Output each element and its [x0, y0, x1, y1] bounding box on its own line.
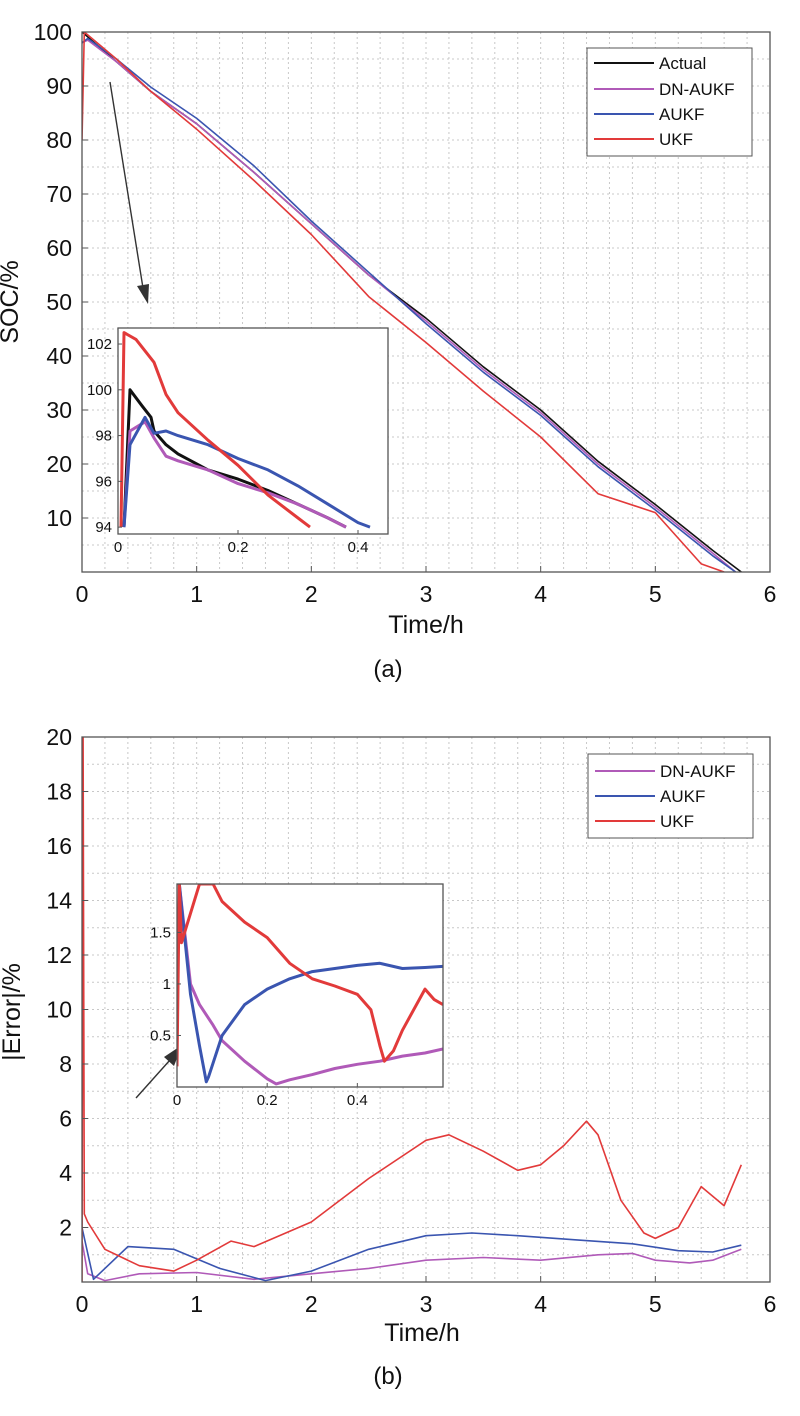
- legend-label-actual: Actual: [659, 54, 706, 73]
- panel-b-xtick-label: 3: [420, 1291, 433, 1317]
- panel-b-xtick-label: 0: [76, 1291, 89, 1317]
- panel-a-ytick-label: 50: [46, 289, 72, 315]
- panel-b-ytick-label: 14: [46, 888, 72, 914]
- panel-a-inset-ytick-label: 96: [95, 473, 112, 490]
- panel-a-inset: 0 0.2 0.4 94 96 98 100 102: [87, 327, 389, 556]
- caption-a: (a): [373, 656, 402, 683]
- panel-b-inset-series-dn-aukf: [177, 884, 443, 1086]
- panel-b-ytick-label: 18: [46, 779, 72, 805]
- panel-b-xtick-label: 5: [649, 1291, 662, 1317]
- legend-label-aukf: AUKF: [659, 105, 704, 124]
- legend-item-aukf: AUKF: [594, 105, 704, 124]
- panel-a-inset-series-aukf: [122, 415, 371, 529]
- panel-a-xtick-label: 2: [305, 581, 318, 607]
- legend-item-actual: Actual: [594, 54, 706, 73]
- panel-a-xtick-label: 4: [534, 581, 547, 607]
- panel-a-xtick-label: 5: [649, 581, 662, 607]
- panel-b-xlabel: Time/h: [384, 1319, 459, 1347]
- panel-b-legend: DN-AUKF AUKF UKF: [587, 753, 754, 839]
- panel-a-inset-ticks: 0 0.2 0.4 94 96 98 100 102: [87, 336, 368, 556]
- panel-a-ylabel: SOC/%: [0, 260, 24, 343]
- legend-item-dn-aukf: DN-AUKF: [594, 80, 735, 99]
- legend-label-dn-aukf: DN-AUKF: [660, 762, 736, 781]
- panel-b-series-aukf: [82, 1227, 742, 1282]
- panel-b-inset-series-aukf: [177, 884, 443, 1084]
- panel-a-ytick-label: 100: [34, 19, 72, 45]
- panel-a-series: [82, 32, 742, 572]
- panel-a-inset-xtick-label: 0.4: [348, 539, 369, 556]
- panel-a-legend: Actual DN-AUKF AUKF UKF: [586, 47, 753, 157]
- panel-a-ytick-label: 80: [46, 127, 72, 153]
- panel-b-inset-xtick-label: 0.4: [347, 1092, 368, 1109]
- panel-a-inset-series: [119, 331, 371, 529]
- panel-b-inset-frame: [176, 883, 444, 1088]
- panel-a-ytick-label: 30: [46, 397, 72, 423]
- panel-a-inset-xtick-label: 0.2: [228, 539, 249, 556]
- panel-b-inset-ytick-label: 1.5: [150, 924, 171, 941]
- panel-b-series: [82, 737, 743, 1282]
- legend-label-aukf: AUKF: [660, 787, 705, 806]
- panel-b-ytick-label: 8: [59, 1051, 72, 1077]
- panel-b-ytick-label: 4: [59, 1160, 72, 1186]
- panel-a-xtick-label: 6: [764, 581, 777, 607]
- panel-b-xtick-label: 4: [534, 1291, 547, 1317]
- panel-a-ytick-label: 20: [46, 451, 72, 477]
- panel-b-inset-xtick-label: 0.2: [257, 1092, 278, 1109]
- panel-b-series-dn-aukf: [82, 1240, 742, 1282]
- panel-b-inset-xtick-label: 0: [173, 1092, 181, 1109]
- panel-b-ytick-label: 12: [46, 942, 72, 968]
- panel-b-xtick-label: 2: [305, 1291, 318, 1317]
- caption-b: (b): [373, 1363, 402, 1390]
- panel-a-series-aukf: [82, 37, 737, 572]
- panel-a-zoom-arrow: [109, 81, 149, 304]
- panel-a-xtick-label: 1: [190, 581, 203, 607]
- panel-b-inset-ytick-label: 0.5: [150, 1027, 171, 1044]
- panel-b-ytick-label: 16: [46, 833, 72, 859]
- panel-b-inset-series: [177, 884, 443, 1086]
- panel-a-ytick-label: 70: [46, 181, 72, 207]
- panel-a-series-dn-aukf: [82, 39, 737, 572]
- legend-item-ukf: UKF: [594, 130, 693, 149]
- panel-a-inset-ytick-label: 98: [95, 428, 112, 445]
- panel-a-ytick-label: 90: [46, 73, 72, 99]
- legend-label-ukf: UKF: [660, 812, 694, 831]
- legend-label-ukf: UKF: [659, 130, 693, 149]
- panel-b-ytick-label: 10: [46, 997, 72, 1023]
- panel-b-ytick-label: 6: [59, 1106, 72, 1132]
- panel-a-inset-frame: [117, 327, 389, 535]
- panel-a-ytick-label: 60: [46, 235, 72, 261]
- panel-a-ytick-label: 10: [46, 505, 72, 531]
- legend-label-dn-aukf: DN-AUKF: [659, 80, 735, 99]
- panel-a-inset-ytick-label: 102: [87, 336, 112, 353]
- panel-a-ytick-label: 40: [46, 343, 72, 369]
- legend-item-dn-aukf: DN-AUKF: [595, 762, 736, 781]
- panel-a-inset-ytick-label: 94: [95, 519, 112, 536]
- panel-a-inset-series-ukf: [119, 331, 311, 529]
- panel-b-inset: 0 0.2 0.4 0.5 1 1.5: [150, 883, 444, 1109]
- panel-b-inset-ticks: 0 0.2 0.4 0.5 1 1.5: [150, 924, 368, 1109]
- legend-item-ukf: UKF: [595, 812, 694, 831]
- panel-b-xtick-label: 6: [764, 1291, 777, 1317]
- panel-b-ytick-label: 20: [46, 724, 72, 750]
- panel-b-ytick-label: 2: [59, 1215, 72, 1241]
- panel-a-xtick-label: 0: [76, 581, 89, 607]
- panel-b-inset-series-ukf: [177, 884, 443, 1067]
- panel-a-xtick-label: 3: [420, 581, 433, 607]
- legend-item-aukf: AUKF: [595, 787, 705, 806]
- panel-a-series-ukf: [82, 32, 725, 572]
- panel-a-xlabel: Time/h: [388, 611, 463, 639]
- panel-b-inset-ytick-label: 1: [163, 976, 171, 993]
- panel-b-xtick-label: 1: [190, 1291, 203, 1317]
- panel-a-inset-xtick-label: 0: [114, 539, 122, 556]
- panel-b-ylabel: |Error|/%: [0, 963, 26, 1061]
- panel-b-series-ukf: [82, 737, 743, 1282]
- panel-a-inset-ytick-label: 100: [87, 382, 112, 399]
